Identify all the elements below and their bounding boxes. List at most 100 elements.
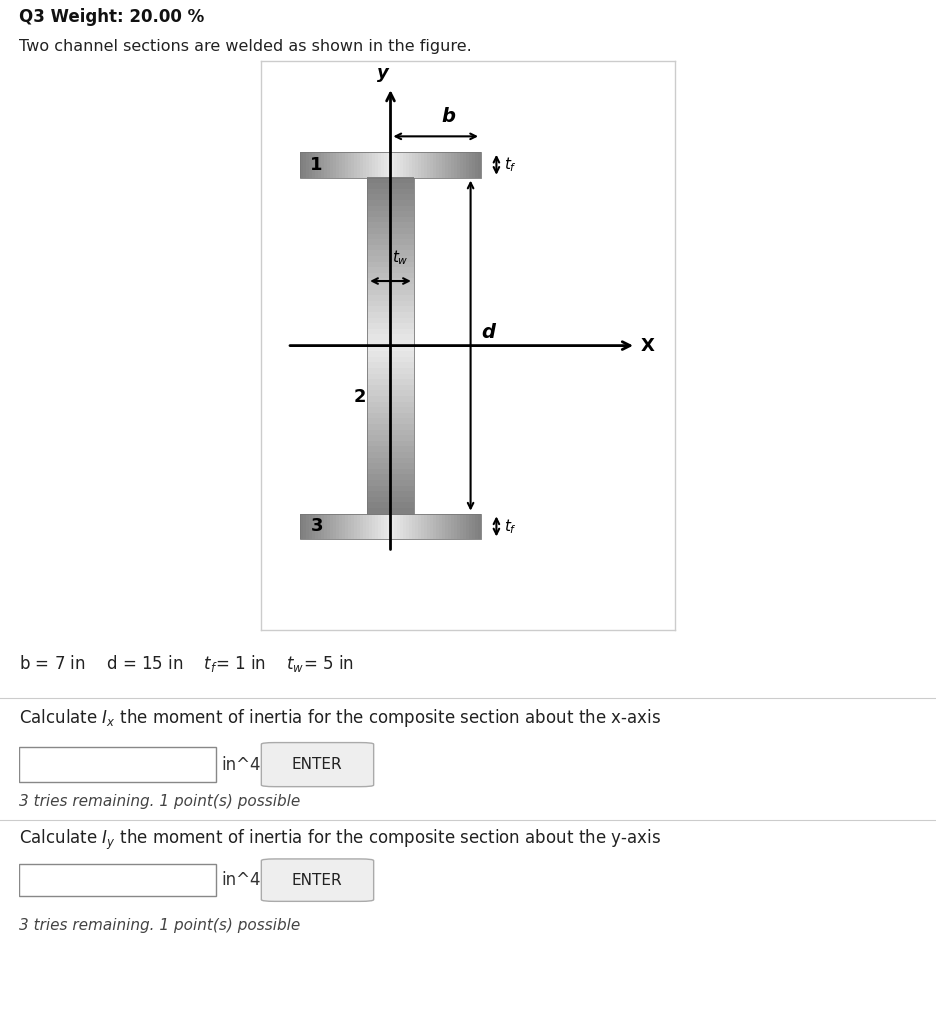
- Bar: [367, 395, 414, 401]
- Bar: [367, 390, 414, 396]
- Bar: [303, 513, 306, 540]
- Bar: [367, 485, 414, 492]
- Bar: [373, 513, 375, 540]
- Bar: [321, 152, 325, 178]
- Bar: [427, 513, 430, 540]
- Bar: [367, 435, 414, 440]
- Bar: [393, 513, 397, 540]
- Bar: [475, 152, 478, 178]
- Bar: [367, 440, 414, 446]
- Bar: [367, 468, 414, 474]
- Text: Q3 Weight: 20.00 %: Q3 Weight: 20.00 %: [19, 8, 204, 27]
- Bar: [462, 513, 466, 540]
- Bar: [375, 513, 379, 540]
- Bar: [367, 334, 414, 340]
- Bar: [409, 152, 412, 178]
- Text: $t_f$: $t_f$: [505, 517, 518, 536]
- Bar: [424, 513, 427, 540]
- Bar: [367, 429, 414, 435]
- Bar: [367, 407, 414, 413]
- Bar: [367, 479, 414, 485]
- Bar: [402, 513, 406, 540]
- Bar: [367, 474, 414, 480]
- Bar: [472, 152, 475, 178]
- Bar: [367, 356, 414, 362]
- Bar: [315, 513, 318, 540]
- Bar: [375, 152, 379, 178]
- Bar: [469, 513, 472, 540]
- Bar: [336, 152, 340, 178]
- Bar: [330, 152, 333, 178]
- Bar: [367, 267, 414, 272]
- Bar: [397, 152, 400, 178]
- Bar: [424, 152, 427, 178]
- Bar: [412, 152, 415, 178]
- Bar: [367, 329, 414, 335]
- Bar: [315, 152, 318, 178]
- Text: X: X: [641, 337, 655, 354]
- Bar: [388, 513, 390, 540]
- Bar: [324, 152, 328, 178]
- Bar: [432, 152, 436, 178]
- Bar: [367, 374, 414, 379]
- Bar: [348, 513, 352, 540]
- Bar: [385, 152, 388, 178]
- Bar: [367, 385, 414, 390]
- Bar: [469, 152, 472, 178]
- Bar: [339, 513, 343, 540]
- Bar: [343, 513, 345, 540]
- Bar: [445, 513, 448, 540]
- Bar: [439, 513, 442, 540]
- Bar: [378, 513, 382, 540]
- Bar: [309, 152, 313, 178]
- Bar: [367, 351, 414, 356]
- Bar: [367, 256, 414, 262]
- Bar: [390, 152, 394, 178]
- Bar: [427, 152, 430, 178]
- Bar: [367, 311, 414, 317]
- Bar: [451, 152, 454, 178]
- Bar: [370, 152, 373, 178]
- Bar: [367, 362, 414, 368]
- Text: Calculate $I_y$ the moment of inertia for the composite section about the y-axis: Calculate $I_y$ the moment of inertia fo…: [19, 827, 661, 852]
- Bar: [367, 458, 414, 463]
- Bar: [303, 152, 306, 178]
- Bar: [415, 513, 417, 540]
- Bar: [367, 233, 414, 240]
- Bar: [19, 748, 216, 782]
- Bar: [312, 513, 315, 540]
- Bar: [367, 502, 414, 508]
- Bar: [367, 497, 414, 503]
- Bar: [358, 152, 360, 178]
- Bar: [367, 290, 414, 295]
- Bar: [367, 295, 414, 301]
- Bar: [367, 490, 414, 497]
- Bar: [436, 152, 439, 178]
- FancyBboxPatch shape: [261, 742, 373, 786]
- Bar: [351, 513, 355, 540]
- Text: 3 tries remaining. 1 point(s) possible: 3 tries remaining. 1 point(s) possible: [19, 918, 300, 933]
- Bar: [417, 152, 421, 178]
- Bar: [454, 513, 457, 540]
- Bar: [358, 513, 360, 540]
- Bar: [367, 379, 414, 385]
- Bar: [382, 152, 385, 178]
- Bar: [333, 152, 337, 178]
- Bar: [409, 513, 412, 540]
- Bar: [363, 152, 367, 178]
- Bar: [367, 284, 414, 290]
- Bar: [367, 261, 414, 267]
- Bar: [432, 513, 436, 540]
- Bar: [457, 152, 461, 178]
- Bar: [367, 206, 414, 211]
- Bar: [367, 211, 414, 217]
- Bar: [454, 152, 457, 178]
- Text: 1: 1: [311, 156, 323, 174]
- Bar: [351, 152, 355, 178]
- Bar: [360, 152, 363, 178]
- Bar: [415, 152, 417, 178]
- Bar: [367, 306, 414, 312]
- Bar: [367, 177, 414, 183]
- Bar: [367, 508, 414, 513]
- Bar: [439, 152, 442, 178]
